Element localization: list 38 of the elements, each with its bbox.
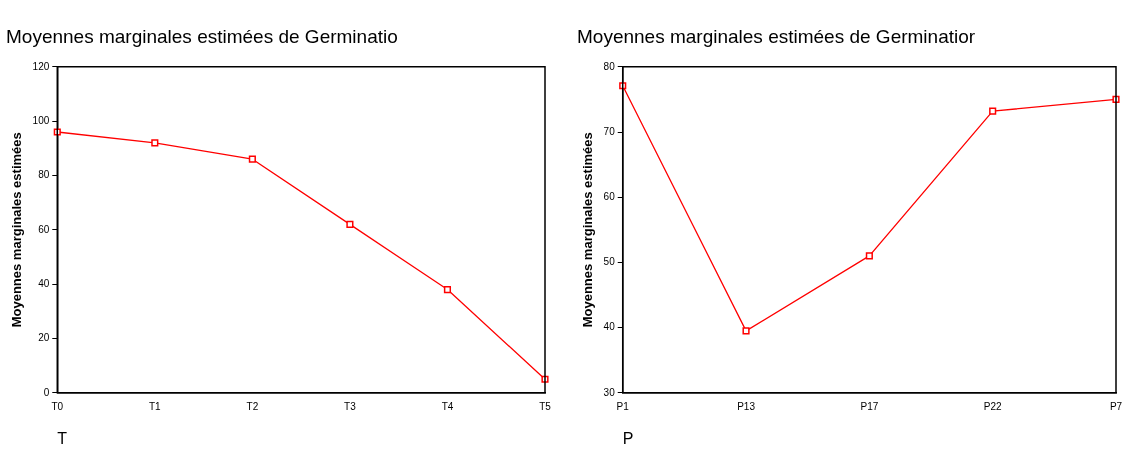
y-tick-label: 100 (32, 114, 50, 126)
y-tick-label: 30 (603, 386, 616, 398)
y-tick-label: 70 (603, 125, 616, 137)
x-tick-label: T0 (51, 400, 64, 412)
x-tick-label: P13 (737, 400, 756, 412)
x-tick-label: P1 (616, 400, 630, 412)
point (53, 128, 61, 136)
y-tick-label: 60 (603, 190, 616, 202)
y-tick-label: 20 (38, 332, 50, 344)
y-axis-title: Moyennes marginales estimées (9, 132, 25, 328)
y-tick-label: 0 (43, 386, 50, 398)
x-tick-label: T5 (539, 400, 552, 412)
y-tick-label: 60 (38, 223, 50, 235)
point (742, 327, 750, 335)
x-axis-title: P (622, 429, 634, 447)
x-tick-label: T4 (441, 400, 454, 412)
point (865, 252, 873, 260)
y-tick-label: 40 (603, 321, 616, 333)
y-tick-label: 80 (38, 169, 50, 181)
x-axis-title: T (57, 429, 68, 447)
point (989, 107, 997, 115)
y-tick-label: 80 (603, 60, 616, 72)
chart-title: Moyennes marginales estimées de Germinatio (6, 25, 398, 47)
point (151, 139, 159, 147)
x-tick-label: P17 (860, 400, 879, 412)
point (346, 220, 354, 228)
x-tick-label: T3 (344, 400, 357, 412)
x-tick-label: T1 (148, 400, 162, 412)
y-tick-label: 120 (32, 60, 50, 72)
y-tick-label: 40 (38, 277, 50, 289)
x-tick-label: P7 (1109, 400, 1123, 412)
x-tick-label: P22 (983, 400, 1003, 412)
point (248, 155, 256, 163)
y-axis-title: Moyennes marginales estimées (580, 132, 596, 328)
y-tick-label: 50 (603, 256, 616, 268)
point (443, 285, 452, 294)
x-tick-label: T2 (246, 400, 259, 412)
chart-title: Moyennes marginales estimées de Germinatior (577, 25, 976, 47)
